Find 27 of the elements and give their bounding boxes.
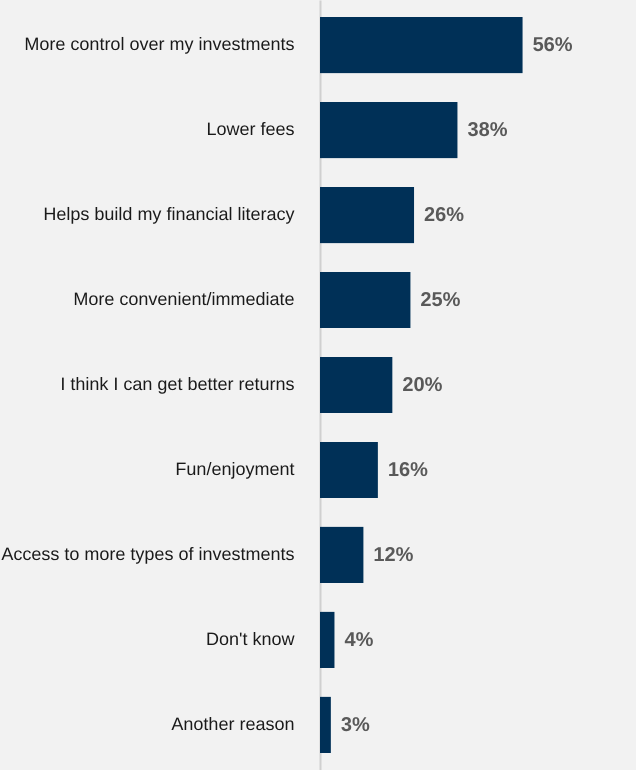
data-label: 25% bbox=[420, 289, 461, 312]
y-tick-label: More control over my investments bbox=[24, 34, 294, 54]
y-tick-label: Don't know bbox=[206, 628, 296, 649]
y-tick-label: Access to more types of investments bbox=[1, 544, 294, 564]
bar bbox=[320, 17, 523, 74]
y-tick-label: I think I can get better returns bbox=[60, 374, 294, 394]
bar bbox=[320, 356, 392, 414]
bar bbox=[320, 102, 458, 158]
data-label: 20% bbox=[402, 374, 443, 396]
y-tick-label: Lower fees bbox=[206, 119, 294, 140]
bar bbox=[320, 442, 378, 498]
data-label: 12% bbox=[373, 544, 414, 566]
data-label: 16% bbox=[388, 458, 428, 481]
y-tick-label: Another reason bbox=[171, 714, 294, 734]
data-label: 56% bbox=[532, 34, 573, 56]
data-label: 3% bbox=[340, 714, 370, 736]
bar bbox=[320, 526, 364, 584]
bar bbox=[320, 186, 414, 244]
y-tick-label: More convenient/immediate bbox=[73, 289, 294, 310]
y-tick-label: Helps build my financial literacy bbox=[43, 204, 294, 224]
data-label: 38% bbox=[467, 119, 508, 142]
y-tick-label: Fun/enjoyment bbox=[175, 458, 294, 479]
data-label: 26% bbox=[424, 204, 464, 226]
bar bbox=[320, 696, 331, 753]
bar bbox=[320, 612, 334, 668]
bar bbox=[320, 272, 410, 328]
data-label: 4% bbox=[344, 628, 374, 651]
